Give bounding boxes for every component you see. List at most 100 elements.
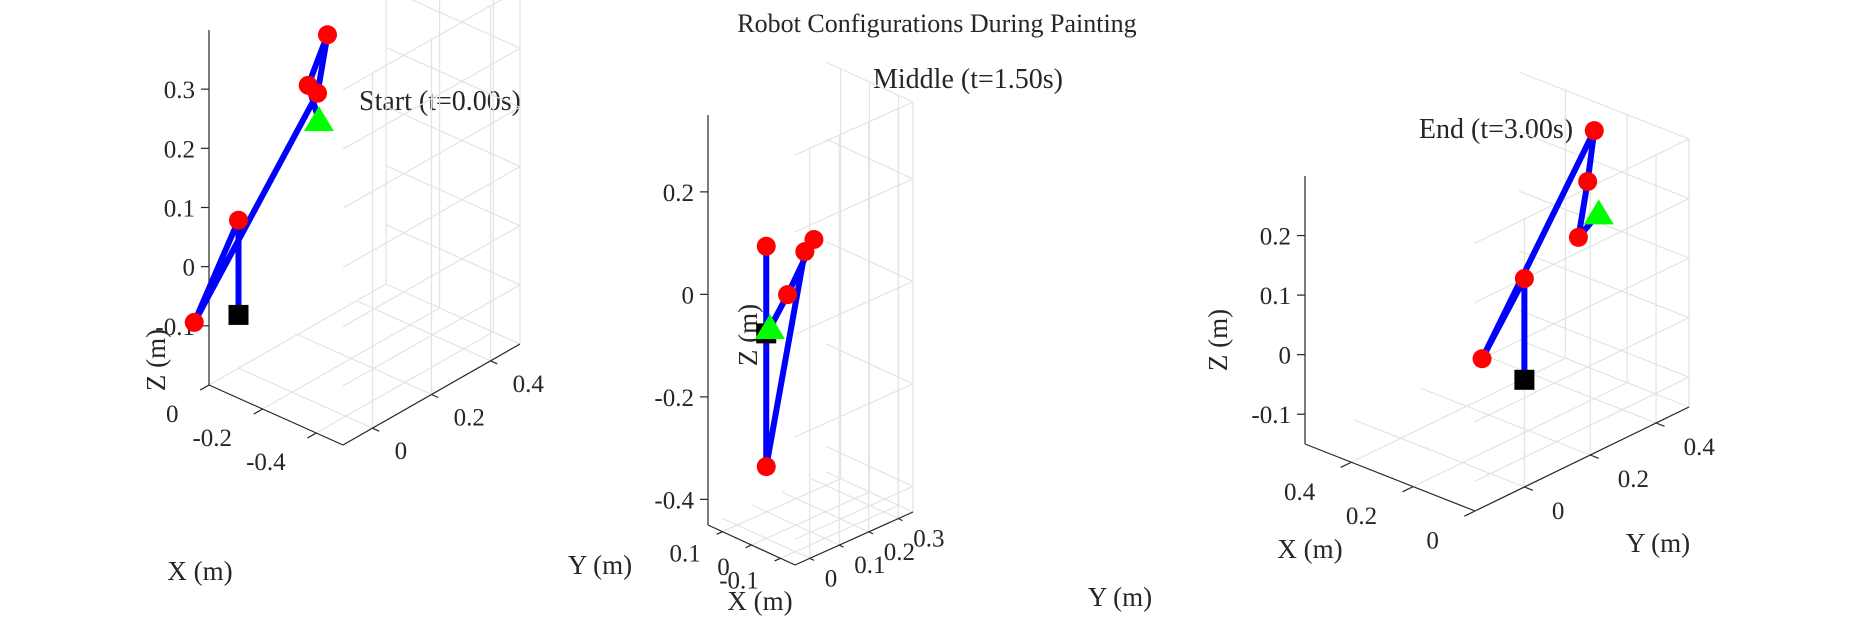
z-axis-label: Z (m) — [1203, 309, 1233, 371]
floor-gridline — [751, 491, 870, 546]
y-tick-label: 0.2 — [884, 539, 915, 566]
y-axis-line — [1474, 406, 1690, 512]
y-tick-label: 0.2 — [1618, 466, 1649, 493]
x-tick-label: 0.4 — [1284, 479, 1316, 506]
grid-start — [208, 0, 521, 446]
y-axis-label: Y (m) — [1088, 582, 1152, 612]
joint-marker — [1568, 227, 1588, 247]
x-axis-label: X (m) — [167, 556, 232, 586]
figure-title: Robot Configurations During Painting — [737, 9, 1136, 38]
z-tick-label: 0 — [1279, 343, 1292, 370]
z-tick-label: 0.1 — [1260, 283, 1291, 310]
wall-gridline — [825, 343, 914, 385]
x-axis-label: X (m) — [1277, 534, 1342, 564]
floor-gridline — [238, 367, 373, 429]
floor-gridline — [751, 504, 840, 546]
x-tick-label: 0 — [717, 554, 730, 581]
floor-edge — [385, 283, 521, 345]
y-axis-label: Y (m) — [568, 550, 632, 580]
wall-gridline — [385, 165, 521, 227]
joint-marker — [756, 457, 776, 477]
y-tick — [838, 544, 844, 548]
grid-middle — [707, 61, 914, 566]
x-tick — [774, 557, 781, 562]
arm-link-middle — [763, 236, 817, 470]
y-tick-label: 0.1 — [854, 552, 885, 579]
joint-marker — [229, 210, 248, 230]
floor-gridline — [1412, 382, 1628, 488]
wall-gridline — [1474, 257, 1690, 363]
end-effector-marker — [1583, 199, 1614, 225]
y-tick-label: 0 — [1552, 498, 1565, 525]
y-axis-line — [794, 511, 914, 566]
subplot-end-title: End (t=3.00s) — [1419, 114, 1573, 145]
y-tick — [868, 531, 874, 535]
subplot-middle: Middle (t=1.50s) -0.100.10 0.10.20.3-0.4-… — [654, 61, 1152, 616]
wall-gridline — [794, 178, 914, 233]
wall-gridline — [825, 138, 914, 180]
y-tick — [1655, 422, 1665, 427]
floor-gridline — [1485, 355, 1657, 424]
x-tick — [1340, 461, 1352, 469]
joint-marker — [184, 312, 204, 332]
wall-gridline — [1474, 317, 1690, 423]
x-tick — [745, 544, 752, 549]
floor-gridline — [781, 491, 870, 533]
z-tick-label: 0 — [682, 282, 695, 309]
floor-gridline — [297, 333, 432, 396]
wall-gridline — [825, 240, 914, 282]
z-tick-label: 0.2 — [1260, 224, 1291, 251]
wall-edge — [825, 61, 914, 103]
x-tick-label: -0.2 — [192, 425, 232, 452]
wall-gridline — [410, 0, 521, 49]
z-tick-label: 0.2 — [164, 136, 195, 163]
wall-edge — [1518, 71, 1690, 140]
wall-gridline — [385, 105, 521, 168]
y-tick-label: 0 — [395, 438, 408, 465]
x-tick — [307, 432, 317, 439]
x-tick-label: 0 — [166, 401, 179, 428]
wall-gridline — [342, 284, 521, 387]
z-tick-label: 0 — [183, 255, 196, 282]
joint-marker — [778, 285, 798, 305]
x-tick — [253, 408, 263, 415]
wall-gridline — [1474, 376, 1690, 482]
floor-gridline — [1354, 419, 1525, 488]
y-tick — [809, 557, 815, 561]
y-tick — [490, 360, 498, 365]
floor-gridline — [722, 517, 811, 559]
joint-marker — [318, 25, 337, 45]
z-tick-label: 0.3 — [164, 77, 195, 104]
wall-gridline — [1518, 130, 1690, 200]
x-tick — [716, 531, 723, 535]
tick-labels-end: 0 0.2 0.4 0 0.2 0.4 -0.1 0 0.1 0.2 — [1251, 224, 1715, 555]
subplot-end: End (t=3.00s) 00.20.400.20.4-0.100.10.2X… — [1203, 71, 1715, 564]
wall-gridline — [342, 165, 521, 269]
joint-marker — [1584, 121, 1604, 141]
joint-marker — [1578, 171, 1598, 191]
wall-gridline — [385, 46, 521, 108]
y-axis-label: Y (m) — [1626, 528, 1690, 558]
arm-link-end — [1479, 127, 1602, 383]
wall-gridline — [342, 47, 521, 150]
end-effector-marker — [754, 314, 785, 340]
z-tick-label: -0.1 — [1251, 402, 1291, 429]
floor-gridline — [1420, 387, 1591, 456]
wall-gridline — [794, 383, 914, 438]
x-axis-label: X (m) — [727, 586, 792, 616]
subplot-middle-title: Middle (t=1.50s) — [873, 64, 1063, 95]
x-tick-label: 0.1 — [670, 541, 701, 568]
wall-gridline — [1518, 190, 1690, 259]
joint-marker — [756, 236, 776, 256]
tick-labels-middle: -0.100.10 0.10.20.3-0.4-0.200.2 — [654, 180, 944, 594]
wall-gridline — [794, 485, 914, 540]
x-tick — [199, 384, 210, 391]
wall-gridline — [1518, 309, 1690, 378]
y-tick-label: 0.4 — [1684, 434, 1716, 461]
x-tick-label: 0 — [1426, 528, 1439, 555]
wall-gridline — [825, 445, 914, 487]
floor-edge — [825, 471, 914, 513]
y-tick — [431, 393, 439, 399]
z-tick-label: -0.2 — [654, 385, 694, 412]
grid-end — [1304, 71, 1690, 512]
